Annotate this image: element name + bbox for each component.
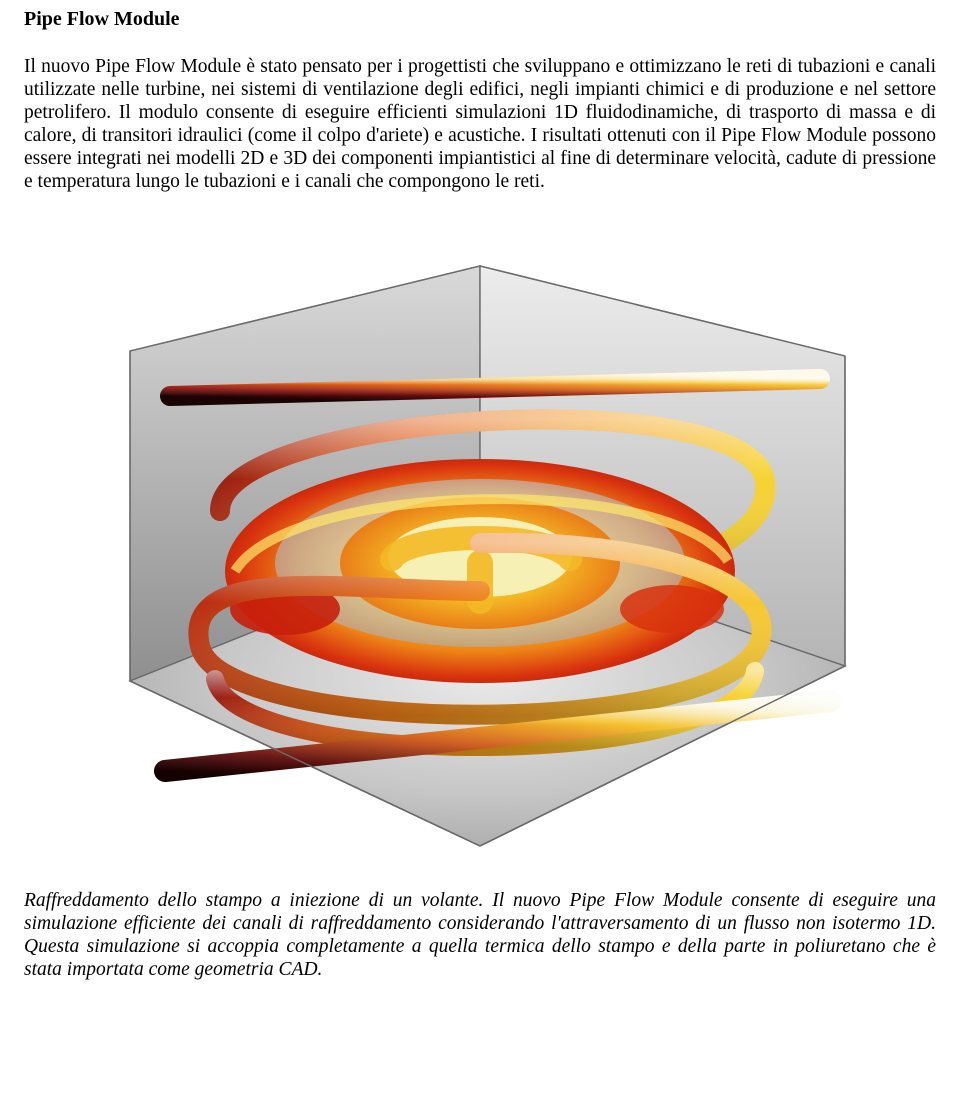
section-title: Pipe Flow Module bbox=[24, 8, 936, 31]
figure-caption: Raffreddamento dello stampo a iniezione … bbox=[24, 889, 936, 981]
document-page: Pipe Flow Module Il nuovo Pipe Flow Modu… bbox=[0, 0, 960, 1005]
simulation-figure bbox=[50, 211, 910, 871]
body-paragraph: Il nuovo Pipe Flow Module è stato pensat… bbox=[24, 55, 936, 193]
steering-wheel-part bbox=[225, 459, 735, 683]
figure-container bbox=[24, 211, 936, 871]
